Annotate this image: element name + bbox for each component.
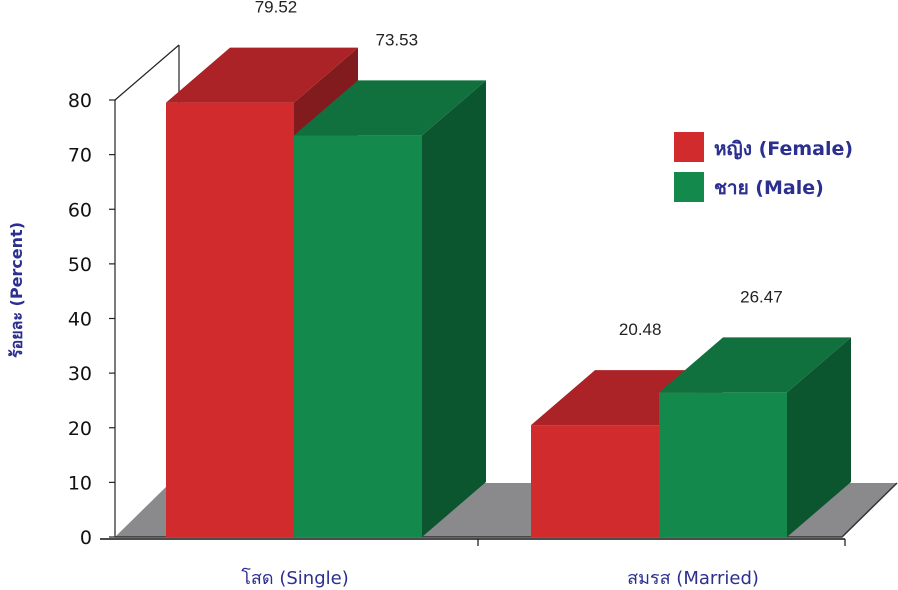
bar-top-face (166, 47, 358, 103)
y-tick-label: 80 (68, 90, 92, 112)
data-label: 73.53 (376, 30, 419, 49)
data-label: 26.47 (740, 287, 783, 306)
bar-front-face (166, 102, 294, 537)
y-tick-label: 30 (68, 363, 92, 385)
chart-data-labels: 79.52 73.53 20.48 26.47 (255, 0, 783, 339)
y-tick-label: 0 (80, 527, 92, 549)
bar-side-face (422, 80, 486, 537)
bar-male-single (294, 80, 486, 537)
data-label: 20.48 (619, 320, 662, 339)
data-label: 79.52 (255, 0, 298, 17)
legend-swatch-male (674, 172, 704, 202)
legend: หญิง (Female) ชาย (Male) (674, 132, 853, 202)
y-tick-label: 70 (68, 145, 92, 167)
bar-top-face (294, 80, 486, 136)
y-tick-label: 50 (68, 254, 92, 276)
category-label-single: โสด (Single) (241, 567, 348, 589)
y-axis-label: ร้อยละ (Percent) (7, 222, 26, 358)
y-tick-label: 60 (68, 199, 92, 221)
y-tick-label: 20 (68, 418, 92, 440)
y-tick-label: 10 (68, 472, 92, 494)
y-tick-label: 40 (68, 309, 92, 331)
bar-front-face (531, 425, 659, 537)
bar-front-face (659, 392, 787, 537)
legend-label-female: หญิง (Female) (714, 138, 853, 160)
bar-male-married (659, 337, 851, 537)
chart-bars (166, 47, 851, 537)
legend-swatch-female (674, 132, 704, 162)
bar-front-face (294, 135, 422, 537)
legend-label-male: ชาย (Male) (714, 177, 824, 199)
back-wall-top-edge (114, 44, 180, 101)
bar-top-face (659, 337, 851, 393)
bar-side-face (787, 337, 851, 537)
category-label-married: สมรส (Married) (627, 568, 759, 589)
